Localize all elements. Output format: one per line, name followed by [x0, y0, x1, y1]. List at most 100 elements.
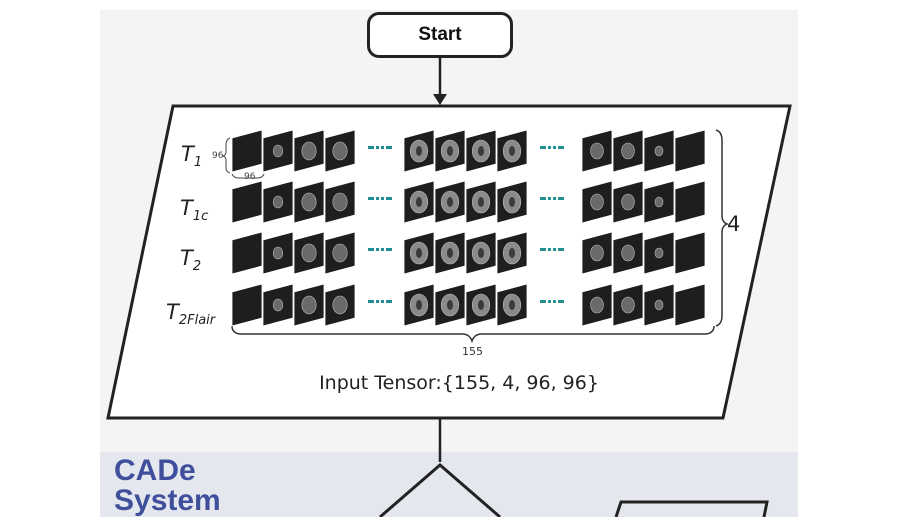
start-node: Start: [367, 12, 513, 58]
ellipsis-dot: [558, 248, 564, 251]
modality-base: T: [181, 142, 194, 166]
ellipsis-dot: [376, 248, 379, 251]
brain-scan: [621, 193, 635, 211]
modality-label-t2flair: T2Flair: [166, 300, 215, 328]
ellipsis-dot: [381, 197, 384, 200]
modality-base: T: [166, 300, 179, 324]
brain-scan: [654, 145, 664, 157]
brain-detail: [509, 197, 515, 207]
brain-scan: [621, 142, 635, 160]
ellipsis-dot: [386, 197, 392, 200]
ellipsis-dot: [381, 300, 384, 303]
modality-base: T: [180, 196, 193, 220]
brain-scan: [332, 192, 348, 212]
mri-slices: [231, 129, 706, 327]
brain-detail: [478, 197, 484, 207]
ellipsis-dot: [368, 248, 374, 251]
brain-scan: [654, 247, 664, 259]
brain-scan: [654, 196, 664, 208]
brain-scan: [621, 296, 635, 314]
slices-count: 155: [462, 345, 483, 358]
modality-base: T: [180, 246, 193, 270]
brain-scan: [332, 141, 348, 161]
brain-detail: [447, 197, 453, 207]
section-title-line1: CADe: [114, 454, 196, 487]
mri-slice: [674, 129, 706, 173]
brain-scan: [272, 246, 284, 260]
mri-slice: [674, 231, 706, 275]
start-arrowhead: [433, 94, 447, 105]
brain-scan: [332, 295, 348, 315]
mri-slice: [674, 180, 706, 224]
ellipsis-dot: [558, 146, 564, 149]
height-bracket: [221, 137, 231, 174]
brain-detail: [447, 300, 453, 310]
slices-bracket: [231, 325, 715, 344]
ellipsis-dot: [548, 248, 551, 251]
ellipsis-dot: [540, 300, 546, 303]
ellipsis-dot: [553, 248, 556, 251]
brain-scan: [272, 144, 284, 158]
brain-scan: [272, 195, 284, 209]
brain-detail: [478, 300, 484, 310]
brain-scan: [301, 141, 317, 161]
ellipsis-dot: [553, 300, 556, 303]
ellipsis-dot: [540, 146, 546, 149]
brain-scan: [301, 295, 317, 315]
ellipsis-dot: [548, 300, 551, 303]
ellipsis-dot: [381, 248, 384, 251]
brain-detail: [447, 146, 453, 156]
ellipsis-dot: [381, 146, 384, 149]
brain-scan: [654, 299, 664, 311]
cade-section-background: [100, 452, 798, 517]
brain-scan: [332, 243, 348, 263]
brain-scan: [301, 243, 317, 263]
ellipsis-dot: [368, 146, 374, 149]
ellipsis-dot: [548, 197, 551, 200]
section-title-line2: System: [114, 484, 221, 517]
width-bracket: [231, 173, 265, 179]
brain-scan: [621, 244, 635, 262]
brain-detail: [509, 146, 515, 156]
ellipsis-dot: [558, 300, 564, 303]
ellipsis-dot: [386, 248, 392, 251]
brain-detail: [416, 300, 422, 310]
brain-detail: [416, 248, 422, 258]
tensor-caption: Input Tensor:{155, 4, 96, 96}: [319, 372, 599, 394]
ellipsis-dot: [368, 197, 374, 200]
dim-width-label: 96: [244, 172, 256, 182]
ellipsis-dot: [548, 146, 551, 149]
decision-diamond: [379, 463, 501, 517]
brain-scan: [590, 296, 604, 314]
brain-scan: [590, 244, 604, 262]
modality-sub: 1: [193, 155, 203, 171]
mri-slice: [231, 129, 263, 173]
modality-label-t1c: T1c: [180, 196, 208, 224]
ellipsis-dot: [553, 146, 556, 149]
brain-scan: [272, 298, 284, 312]
dim-height-label: 96: [212, 151, 224, 161]
modality-sub: 2: [192, 259, 202, 275]
brain-detail: [509, 248, 515, 258]
ellipsis-dot: [368, 300, 374, 303]
brain-detail: [478, 248, 484, 258]
channels-bracket: [715, 129, 730, 327]
mri-slice: [231, 231, 263, 275]
mri-slice: [231, 283, 263, 327]
ellipsis-dot: [376, 146, 379, 149]
mri-slice: [231, 180, 263, 224]
modality-sub: 2Flair: [178, 313, 216, 329]
ellipsis-dot: [386, 146, 392, 149]
ellipsis-dot: [386, 300, 392, 303]
mri-slice: [674, 283, 706, 327]
brain-detail: [478, 146, 484, 156]
modality-sub: 1c: [192, 209, 209, 225]
section-title: CADe System: [114, 456, 221, 516]
start-label: Start: [418, 24, 462, 45]
brain-scan: [301, 192, 317, 212]
modality-label-t1: T1: [181, 142, 202, 170]
ellipsis-dot: [558, 197, 564, 200]
brain-scan: [590, 193, 604, 211]
